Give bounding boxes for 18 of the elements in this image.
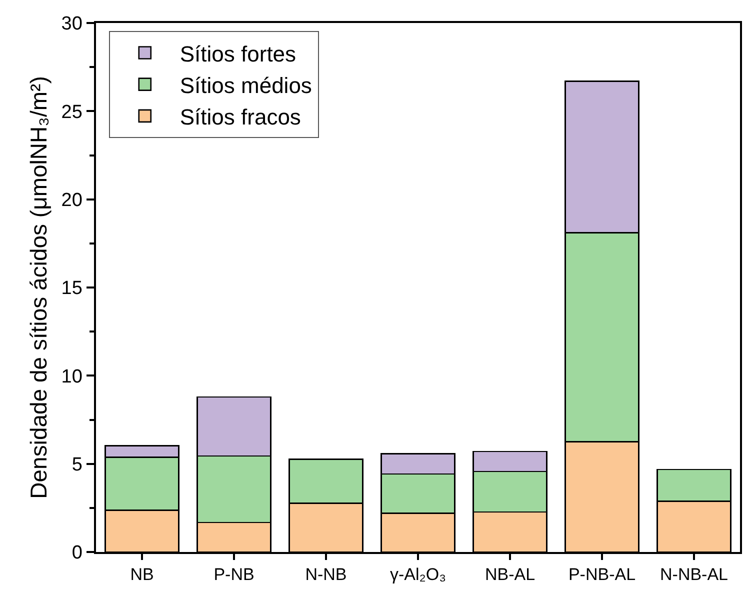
y-tick-label: 25 <box>61 102 82 123</box>
x-tick-label: γ-Al₂O₃ <box>390 565 446 584</box>
x-tick-label: NB <box>130 565 154 584</box>
y-tick-label: 15 <box>61 278 82 300</box>
x-tick-label: P-NB-AL <box>568 565 636 584</box>
legend-label: Sítios médios <box>180 72 312 98</box>
x-tick-label: NB-AL <box>484 565 536 584</box>
y-tick-label: 0 <box>72 542 82 564</box>
y-tick-label: 20 <box>61 190 82 211</box>
x-tick-label: N-NB <box>305 565 347 584</box>
y-tick-label: 5 <box>72 454 82 476</box>
y-tick-label: 30 <box>61 14 82 35</box>
x-tick-label: N-NB-AL <box>660 565 728 584</box>
x-tick-label: P-NB <box>214 565 254 584</box>
y-axis-title: Densidade de sítios ácidos (μmolNH₃/m²) <box>25 76 52 499</box>
legend-label: Sítios fortes <box>180 41 296 66</box>
y-tick-label: 10 <box>61 366 82 388</box>
legend-label: Sítios fracos <box>180 104 301 130</box>
